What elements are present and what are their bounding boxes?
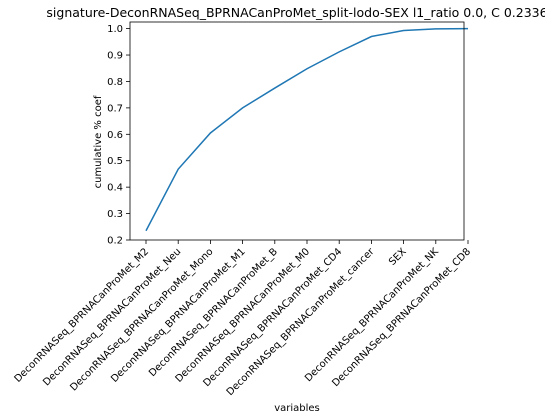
plot-frame [129,21,465,241]
x-tick-label: DeconRNASeq_BPRNACanProMet_cancer [225,246,377,398]
chart-title: signature-DeconRNASeq_BPRNACanProMet_spl… [46,5,545,20]
x-tick-label: SEX [387,246,409,268]
x-axis-label: variables [274,403,320,414]
y-tick-label: 0.5 [107,156,123,167]
y-axis: 0.2 0.3 0.4 0.5 0.6 0.7 0.8 0.9 1.0 [107,24,130,247]
y-tick-label: 0.8 [107,77,123,88]
y-tick-label: 1.0 [107,24,123,35]
y-axis-label: cumulative % coef [93,95,104,188]
y-tick-label: 0.2 [107,236,123,247]
x-axis: DeconRNASeq_BPRNACanProMet_M2DeconRNASeq… [13,240,473,398]
y-tick-label: 0.3 [107,209,123,220]
series-line [145,27,469,232]
plot-area [129,21,469,241]
y-tick-label: 0.9 [107,51,123,62]
y-tick-label: 0.6 [107,130,123,141]
y-tick-label: 0.7 [107,103,123,114]
y-tick-label: 0.4 [107,183,123,194]
